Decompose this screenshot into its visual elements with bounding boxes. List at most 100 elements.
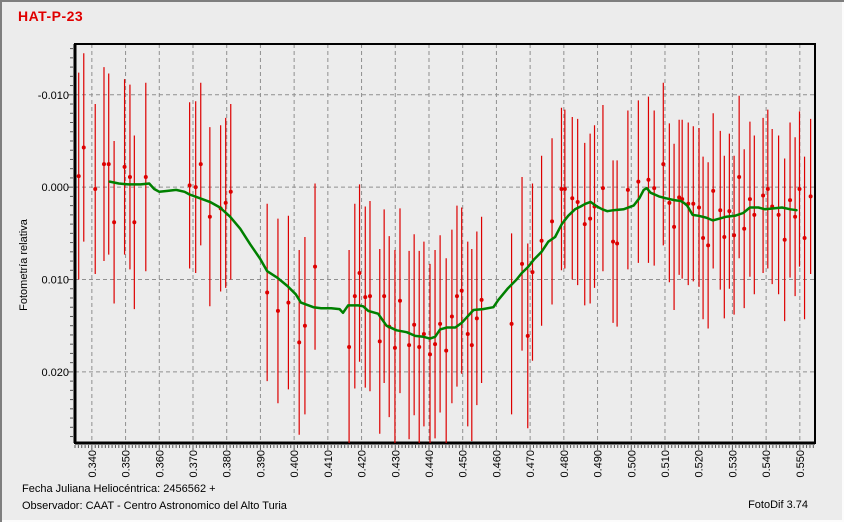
data-point bbox=[600, 186, 605, 191]
data-point bbox=[275, 308, 280, 313]
smoothed-line bbox=[108, 180, 798, 340]
data-point bbox=[691, 201, 696, 206]
data-point bbox=[697, 205, 702, 210]
y-tick-labels: -0.010 0.000 0.010 0.020 bbox=[38, 90, 69, 379]
data-point bbox=[636, 179, 641, 184]
x-tick-label: 0.360 bbox=[154, 450, 166, 478]
data-point bbox=[357, 271, 362, 276]
data-point bbox=[382, 294, 387, 299]
app-version-label: FotoDif 3.74 bbox=[748, 499, 808, 511]
data-point bbox=[407, 343, 412, 348]
data-point bbox=[661, 162, 666, 167]
plot-border bbox=[74, 43, 816, 444]
error-bars bbox=[78, 53, 812, 443]
data-point bbox=[106, 162, 111, 167]
x-tick-label: 0.400 bbox=[289, 450, 301, 478]
x-tick-label: 0.380 bbox=[222, 450, 234, 478]
data-point bbox=[520, 261, 525, 266]
data-point bbox=[132, 220, 137, 225]
data-point bbox=[198, 162, 203, 167]
data-point bbox=[433, 342, 438, 347]
data-point bbox=[313, 264, 318, 269]
x-tick-label: 0.370 bbox=[188, 450, 200, 478]
x-tick-label: 0.480 bbox=[559, 450, 571, 478]
data-point bbox=[509, 321, 514, 326]
data-point bbox=[469, 343, 474, 348]
x-tick-label: 0.520 bbox=[694, 450, 706, 478]
data-point bbox=[539, 238, 544, 243]
data-point bbox=[615, 241, 620, 246]
data-point bbox=[747, 197, 752, 202]
data-point bbox=[550, 219, 555, 224]
footer-observer-line: Observador: CAAT - Centro Astronomico de… bbox=[22, 500, 287, 512]
data-point bbox=[76, 174, 81, 179]
x-tick-label: 0.530 bbox=[727, 450, 739, 478]
data-point bbox=[363, 295, 368, 300]
data-point bbox=[646, 177, 651, 182]
y-tick-label: 0.000 bbox=[41, 182, 69, 194]
x-tick-label: 0.550 bbox=[795, 450, 807, 478]
data-point bbox=[367, 294, 372, 299]
data-point bbox=[722, 235, 727, 240]
data-point bbox=[223, 200, 228, 205]
smoothed-polyline bbox=[108, 180, 798, 340]
data-point bbox=[672, 224, 677, 229]
x-tick-label: 0.440 bbox=[424, 450, 436, 478]
data-point bbox=[438, 321, 443, 326]
x-tick-label: 0.460 bbox=[491, 450, 503, 478]
data-point bbox=[562, 187, 567, 192]
data-point bbox=[752, 212, 757, 217]
data-point bbox=[112, 220, 117, 225]
data-point bbox=[793, 214, 798, 219]
data-point bbox=[397, 298, 402, 303]
data-point bbox=[588, 216, 593, 221]
data-point bbox=[570, 196, 575, 201]
data-point bbox=[761, 193, 766, 198]
data-point bbox=[412, 322, 417, 327]
plot-frame bbox=[73, 43, 816, 445]
data-point bbox=[444, 348, 449, 353]
data-point bbox=[377, 339, 382, 344]
data-point bbox=[575, 199, 580, 204]
data-point bbox=[193, 185, 198, 190]
x-tick-label: 0.340 bbox=[87, 450, 99, 478]
data-point bbox=[465, 332, 470, 337]
data-point bbox=[421, 332, 426, 337]
data-point bbox=[727, 209, 732, 214]
data-point bbox=[718, 208, 723, 213]
data-point bbox=[808, 194, 813, 199]
data-point bbox=[427, 352, 432, 357]
data-point bbox=[559, 187, 564, 192]
footer-jd-line: Fecha Juliana Heliocéntrica: 2456562 + bbox=[22, 483, 216, 495]
data-point bbox=[701, 235, 706, 240]
data-point bbox=[652, 186, 657, 191]
data-point bbox=[265, 290, 270, 295]
data-point bbox=[611, 239, 616, 244]
data-point bbox=[625, 187, 630, 192]
x-tick-label: 0.540 bbox=[761, 450, 773, 478]
grid-lines bbox=[75, 44, 815, 443]
y-tick-label: -0.010 bbox=[38, 90, 69, 102]
data-point bbox=[732, 233, 737, 238]
y-tick-label: 0.010 bbox=[41, 275, 69, 287]
data-point bbox=[417, 344, 422, 349]
data-point bbox=[207, 214, 212, 219]
data-point bbox=[530, 270, 535, 275]
data-point bbox=[143, 175, 148, 179]
data-point bbox=[286, 300, 291, 305]
x-tick-label: 0.410 bbox=[323, 450, 335, 478]
data-point bbox=[677, 195, 682, 200]
x-tick-label: 0.390 bbox=[255, 450, 267, 478]
data-point bbox=[347, 344, 352, 349]
data-point bbox=[525, 333, 530, 338]
data-points bbox=[76, 145, 813, 357]
x-tick-label: 0.500 bbox=[626, 450, 638, 478]
data-point bbox=[802, 235, 807, 240]
data-point bbox=[122, 164, 127, 169]
x-tick-label: 0.490 bbox=[593, 450, 605, 478]
data-point bbox=[479, 297, 484, 302]
x-tick-label: 0.350 bbox=[121, 450, 133, 478]
data-point bbox=[297, 340, 302, 345]
data-point bbox=[667, 200, 672, 205]
